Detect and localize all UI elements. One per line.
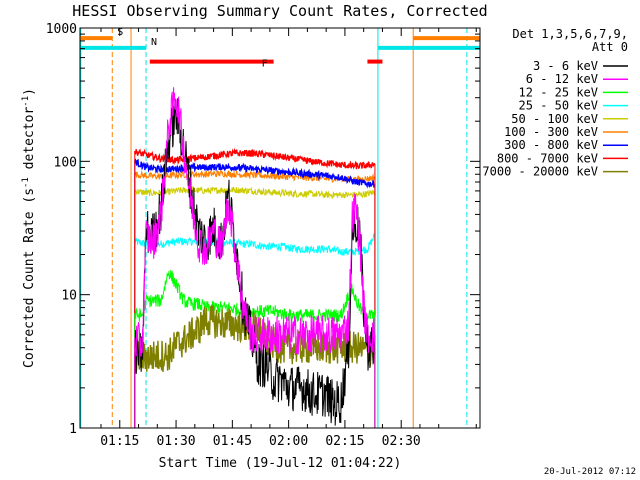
- footer-timestamp: 20-Jul-2012 07:12: [544, 467, 636, 477]
- legend-label-5: 100 - 300 keV: [504, 125, 598, 139]
- series-line-6: [134, 158, 376, 189]
- flag-label-N: N: [151, 37, 157, 48]
- legend-header-line1: Det 1,3,5,6,7,9,: [512, 27, 628, 41]
- y-axis-label-sup: -1: [21, 177, 31, 188]
- plot-frame: [79, 27, 481, 429]
- x-axis-label: Start Time (19-Jul-12 01:04:22): [159, 456, 402, 471]
- legend-label-4: 50 - 100 keV: [511, 112, 598, 126]
- x-tick-label-0: 01:15: [100, 434, 139, 449]
- x-tick-label-3: 02:00: [269, 434, 308, 449]
- series-line-2: [134, 269, 376, 323]
- y-tick-label-1: 10: [61, 289, 77, 304]
- flag-label-S: S: [117, 27, 123, 38]
- legend-label-8: 7000 - 20000 keV: [482, 165, 598, 179]
- series-line-1: [134, 87, 376, 358]
- y-axis-label-main: Corrected Count Rate (s: [22, 188, 37, 368]
- y-axis-label-sup2: -1: [21, 96, 31, 107]
- plot-content: [80, 28, 480, 428]
- legend-label-0: 3 - 6 keV: [533, 59, 598, 73]
- axes: S N F 01:15 01:30 01:45 02:00 02:15 02:30 1 10 100 1…: [46, 22, 480, 449]
- legend-label-6: 300 - 800 keV: [504, 138, 598, 152]
- series-line-3: [134, 233, 376, 257]
- series-line-4: [134, 185, 375, 199]
- legend-label-7: 800 - 7000 keV: [497, 151, 598, 165]
- y-axis-label-mid: detector: [22, 107, 37, 178]
- y-axis-label: Corrected Count Rate (s-1 detector-1): [21, 88, 37, 368]
- y-axis-label-end: ): [22, 88, 37, 96]
- y-tick-label-0: 1: [69, 422, 77, 437]
- series-line-7: [134, 147, 376, 170]
- y-tick-label-3: 1000: [46, 22, 77, 37]
- x-tick-label-2: 01:45: [213, 434, 252, 449]
- legend-label-2: 12 - 25 keV: [519, 85, 598, 99]
- y-tick-label-2: 100: [54, 155, 77, 170]
- x-tick-label-5: 02:30: [382, 434, 421, 449]
- x-tick-label-4: 02:15: [325, 434, 364, 449]
- x-tick-label-1: 01:30: [156, 434, 195, 449]
- flag-label-F: F: [262, 59, 268, 70]
- chart-title: HESSI Observing Summary Count Rates, Cor…: [72, 2, 487, 20]
- legend-label-3: 25 - 50 keV: [519, 99, 598, 113]
- legend-header-line2: Att 0: [592, 40, 628, 54]
- legend-label-1: 6 - 12 keV: [526, 72, 598, 86]
